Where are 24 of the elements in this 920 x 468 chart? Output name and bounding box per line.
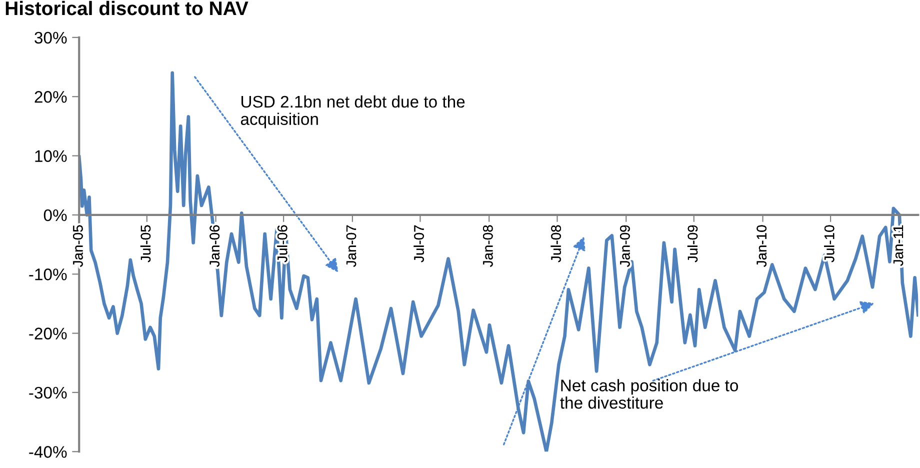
y-tick-label: 30% [34, 32, 67, 44]
chart-title: Historical discount to NAV [6, 0, 248, 16]
x-tick-label: Jan-06 [210, 225, 220, 267]
x-tick-label: Jan-05 [73, 225, 83, 267]
x-tick-label: Jul-08 [550, 225, 561, 262]
x-tick-label: Jul-10 [824, 225, 834, 262]
x-tick-label: Jul-06 [277, 225, 288, 262]
y-tick-label: 0% [44, 209, 67, 222]
x-tick-label: Jul-07 [414, 225, 424, 262]
y-tick-label: -10% [29, 268, 67, 280]
x-tick-label: Jul-09 [687, 225, 698, 262]
x-tick-label: Jan-09 [620, 225, 630, 267]
y-tick-label: 10% [35, 150, 67, 162]
x-tick-label: Jan-11 [893, 225, 904, 266]
annotation: USD 2.1bn net debt due to the acquisition [240, 95, 465, 128]
x-tick-label: Jan-10 [756, 225, 767, 267]
x-tick-label: Jul-05 [140, 225, 151, 262]
y-tick-label: 20% [34, 91, 67, 103]
y-tick-label: -20% [29, 328, 67, 340]
x-tick-label: Jan-07 [346, 225, 356, 267]
x-tick-label: Jan-08 [482, 225, 493, 267]
y-tick-label: -30% [29, 386, 67, 399]
annotation: Net cash position due to the divestiture [560, 379, 738, 409]
y-tick-label: -40% [29, 446, 67, 458]
